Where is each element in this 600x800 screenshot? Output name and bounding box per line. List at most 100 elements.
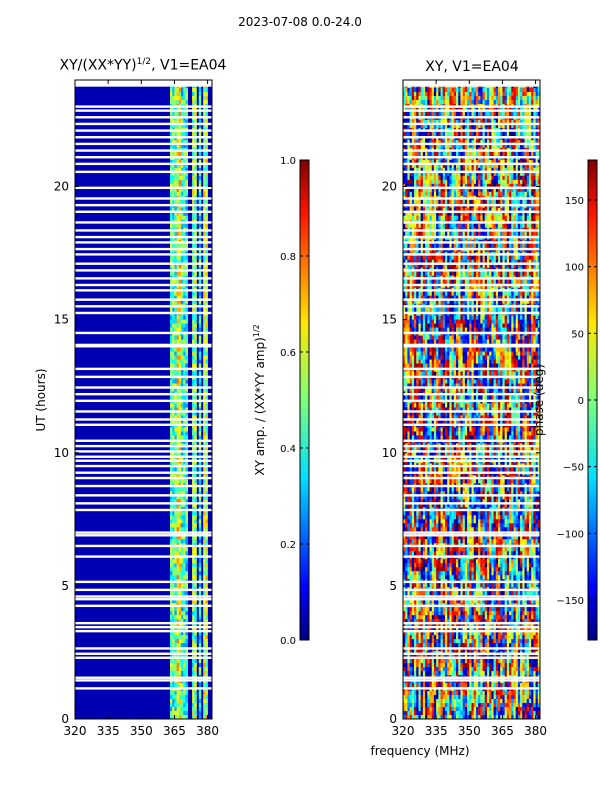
amp-cell [172,527,175,532]
phase-cell [407,99,410,105]
phase-cell [500,143,503,149]
amp-cell [205,91,208,97]
amp-cell [198,379,202,384]
phase-cell [486,111,490,117]
amp-cell [198,623,202,628]
phase-cell [515,91,519,97]
amp-cell [194,159,197,165]
phase-cell [475,211,479,217]
phase-cell [533,91,536,97]
amp-cell [192,683,195,688]
amp-cell [172,91,175,97]
phase-cell [467,255,470,261]
amp-cell [178,339,182,344]
phase-cell [509,187,512,193]
phase-cell [535,131,539,137]
phase-cell [427,207,430,213]
amp-cell [172,559,175,564]
amp-cell [205,299,208,304]
amp-cell [183,299,186,304]
phase-cell [489,119,492,125]
phase-cell [418,175,421,181]
amp-cell [172,355,175,360]
phase-cell [431,91,435,97]
phase-cell [537,95,541,101]
amp-cell [181,479,184,484]
phase-cell [537,231,541,237]
phase-cell [436,143,439,149]
phase-cell [436,111,439,117]
phase-cell [528,111,532,117]
phase-cell [460,111,463,117]
amp-cell [178,639,182,644]
amp-cell [194,151,197,157]
amp-cell [183,211,186,217]
phase-cell [480,171,483,177]
phase-cell [531,243,534,249]
amp-cell [194,99,197,105]
phase-cell [449,123,452,129]
phase-cell [473,215,477,221]
phase-cell [522,95,525,101]
phase-cell [438,123,441,129]
amp-cell [198,427,202,432]
phase-cell [405,191,408,197]
phase-cell [526,139,530,145]
phase-cell [509,131,512,137]
amp-cell [192,299,195,304]
phase-cell [478,143,481,149]
phase-cell [414,187,417,193]
amp-cell [198,559,202,564]
amp-cell [203,411,206,416]
amp-cell [194,711,197,716]
phase-cell [480,175,483,181]
amp-cell [185,387,188,392]
phase-cell [420,211,424,217]
phase-cell [422,151,426,157]
amp-cell [172,167,175,173]
amp-cell [194,467,197,472]
phase-cell [478,211,481,217]
phase-cell [427,255,430,261]
amp-cell [203,415,206,420]
phase-cell [522,167,525,173]
phase-cell [484,231,488,237]
phase-cell [433,91,437,97]
amp-cell [198,671,202,676]
phase-cell [429,167,433,173]
phase-cell [458,123,461,129]
amp-cell [185,363,188,368]
amp-cell [198,355,202,360]
amp-cell [170,407,173,412]
amp-cell [185,599,188,604]
phase-cell [407,207,410,213]
phase-cell [467,131,470,137]
phase-cell [405,99,408,105]
amp-cell [194,619,197,624]
amp-cell [176,159,180,165]
phase-cell [453,243,457,249]
amp-cell [203,355,206,360]
phase-cell [495,191,499,197]
phase-cell [517,207,521,213]
phase-cell [442,191,446,197]
phase-cell [422,95,426,101]
amp-cell [178,119,182,125]
phase-cell [515,95,519,101]
amp-cell [192,491,195,496]
phase-cell [526,183,530,189]
amp-cell [181,383,184,388]
phase-cell [436,123,439,129]
amp-cell [174,511,177,516]
amp-cell [183,491,186,496]
amp-cell [178,207,182,213]
phase-cell [537,119,541,125]
amp-cell [172,547,175,552]
phase-cell [458,243,461,249]
amp-cell [198,539,202,544]
phase-cell [473,211,477,217]
phase-cell [504,123,508,129]
phase-cell [533,119,536,125]
amp-cell [174,639,177,644]
phase-cell [451,207,455,213]
